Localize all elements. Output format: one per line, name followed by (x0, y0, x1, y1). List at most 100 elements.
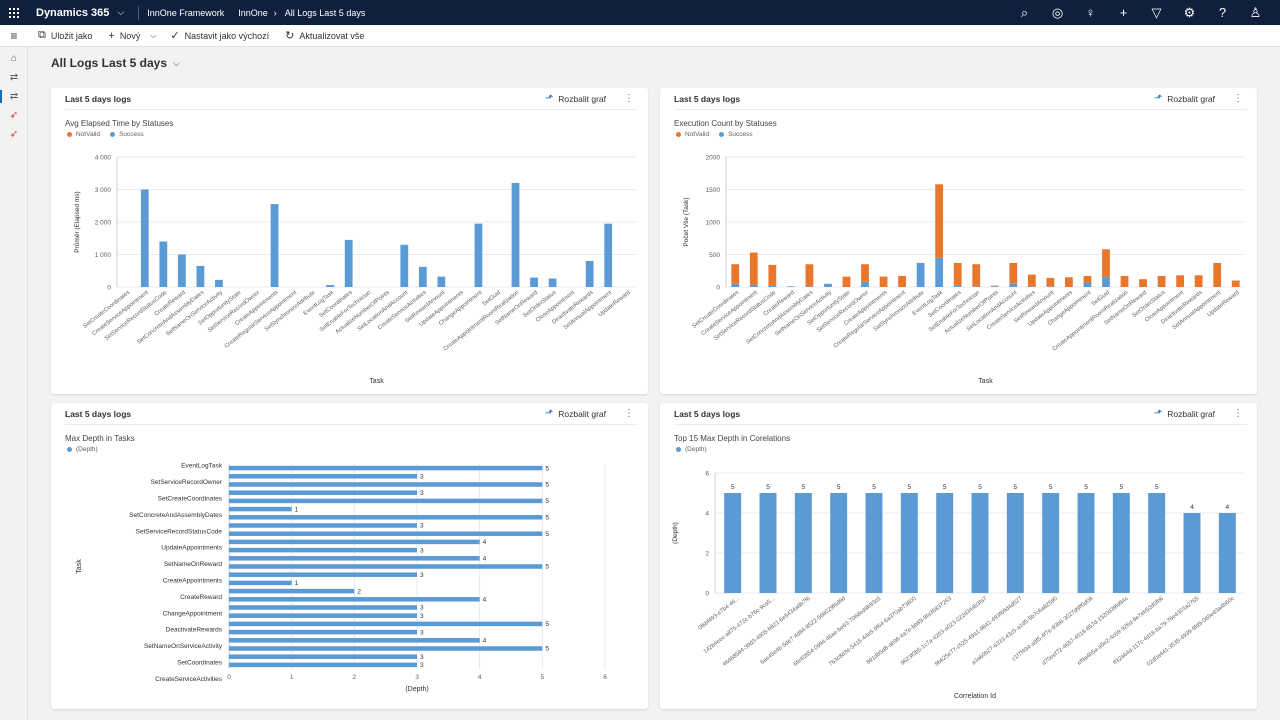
data-label: 5 (731, 484, 735, 491)
bar-notvalid (1102, 249, 1110, 278)
dashboards-icon[interactable]: ⇄ (0, 87, 28, 106)
bar (177, 254, 186, 287)
lightbulb-icon[interactable]: ♀ (1085, 5, 1096, 20)
expand-chart-button[interactable]: ⬏ Rozbalit graf (1154, 408, 1215, 419)
bar (418, 266, 427, 287)
y-tick-label: SetCoordinates (177, 660, 223, 667)
bar (548, 278, 557, 287)
legend-label: NotValid (685, 131, 710, 138)
data-label: 3 (420, 547, 424, 554)
bar (159, 241, 168, 287)
data-label: 4 (1190, 504, 1194, 511)
rocket-icon-2[interactable]: ➶ (9, 129, 19, 140)
y-tick-label: 0 (107, 285, 111, 292)
more-options-icon[interactable]: ⋮ (624, 408, 634, 419)
legend-dot-icon (110, 132, 116, 137)
x-axis-title: Correlation Id (954, 693, 996, 700)
x-tick-label: 6 (603, 674, 607, 681)
bar-success (1102, 277, 1110, 287)
bar-success (731, 283, 740, 287)
legend-item-notvalid[interactable]: NotValid (676, 131, 709, 138)
filter-icon[interactable]: ▽ (1151, 4, 1162, 20)
recent-icon[interactable]: ⇄ (9, 72, 19, 83)
expand-chart-button[interactable]: ⬏ Rozbalit graf (545, 93, 606, 104)
bar (400, 244, 409, 287)
data-label: 5 (545, 531, 549, 538)
bar (865, 493, 883, 593)
data-label: 5 (545, 465, 549, 472)
set-default-button[interactable]: ✓ Nastavit jako výchozí (170, 29, 269, 42)
dashboard-selector[interactable]: All Logs Last 5 days ⌵ (51, 56, 180, 70)
bar-success (1009, 283, 1018, 287)
breadcrumb-area[interactable]: InnOne (238, 7, 268, 18)
chart-title: Max Depth in Tasks (65, 434, 135, 443)
app-switcher-chevron-icon[interactable]: ⌵ (117, 7, 125, 17)
bar (1042, 493, 1060, 593)
x-axis-title: Task (369, 378, 384, 385)
bar (1183, 513, 1201, 593)
save-as-button[interactable]: ⧉ Uložit jako (38, 29, 92, 42)
expand-icon: ⬏ (1153, 93, 1163, 104)
bar-success (805, 286, 814, 287)
menu-icon[interactable]: ≡ (10, 28, 18, 43)
legend-item-depth[interactable]: (Depth) (67, 446, 98, 453)
bar (1077, 493, 1095, 593)
bar-notvalid (972, 264, 981, 287)
bar (270, 204, 279, 287)
bar-notvalid (1194, 275, 1203, 287)
search-icon[interactable]: ⌕ (1020, 4, 1029, 20)
bar (794, 493, 812, 593)
add-icon[interactable]: + (1119, 5, 1128, 20)
legend-item-success[interactable]: Success (719, 131, 753, 138)
chevron-down-icon[interactable]: ⌵ (150, 30, 157, 40)
y-tick-label: 2 (705, 551, 709, 558)
legend-item-depth[interactable]: (Depth) (676, 446, 707, 453)
more-options-icon[interactable]: ⋮ (1233, 408, 1243, 419)
chart-execution-count: 0500100015002000SetCreateCoordinatesCrea… (683, 155, 1245, 385)
checkmark-icon: ✓ (170, 30, 180, 42)
bar (229, 523, 417, 528)
page-scrollbar[interactable] (1272, 47, 1280, 720)
breadcrumb-app[interactable]: InnOne Framework (147, 7, 225, 18)
app-name[interactable]: Dynamics 365 (36, 6, 110, 19)
chevron-down-icon[interactable]: ⌵ (173, 57, 180, 68)
data-label: 5 (545, 515, 549, 522)
data-label: 5 (545, 564, 549, 571)
data-label: 5 (545, 621, 549, 628)
data-label: 4 (1226, 504, 1230, 511)
bar-notvalid (1120, 275, 1129, 287)
legend-item-notvalid[interactable]: NotValid (67, 131, 100, 138)
bar (759, 493, 777, 593)
help-icon[interactable]: ? (1218, 5, 1227, 20)
refresh-all-button[interactable]: ↻ Aktualizovat vše (285, 29, 364, 42)
bar-notvalid (768, 264, 777, 286)
expand-chart-button[interactable]: ⬏ Rozbalit graf (1154, 93, 1215, 104)
new-button[interactable]: + Nový ⌵ (108, 30, 156, 42)
assistant-icon[interactable]: ◎ (1051, 4, 1064, 20)
bar-notvalid (1213, 262, 1222, 287)
user-icon[interactable]: ♙ (1249, 4, 1262, 20)
expand-chart-button[interactable]: ⬏ Rozbalit graf (545, 408, 606, 419)
settings-icon[interactable]: ⚙ (1183, 4, 1196, 20)
more-options-icon[interactable]: ⋮ (1233, 93, 1243, 104)
data-label: 4 (483, 539, 487, 546)
legend-item-success[interactable]: Success (110, 131, 144, 138)
bar-notvalid (879, 276, 888, 287)
bar (229, 662, 417, 668)
chart-card-top15-correlations: Last 5 days logs ⬏ Rozbalit graf ⋮ Top 15… (660, 403, 1257, 709)
bar-success (972, 286, 981, 287)
home-icon[interactable]: ⌂ (10, 53, 18, 64)
rocket-icon[interactable]: ➶ (9, 110, 19, 121)
bar (229, 621, 543, 627)
more-options-icon[interactable]: ⋮ (624, 93, 634, 104)
bar (511, 183, 520, 287)
legend-label: (Depth) (76, 446, 98, 453)
app-launcher-icon[interactable] (0, 0, 28, 25)
refresh-icon: ↻ (285, 30, 295, 42)
y-tick-label: 1500 (706, 187, 721, 194)
bar-notvalid (805, 264, 814, 287)
y-tick-label: 6 (705, 471, 709, 478)
expand-icon: ⬏ (544, 408, 554, 419)
data-label: 3 (420, 605, 424, 612)
bar-notvalid (1231, 280, 1240, 287)
